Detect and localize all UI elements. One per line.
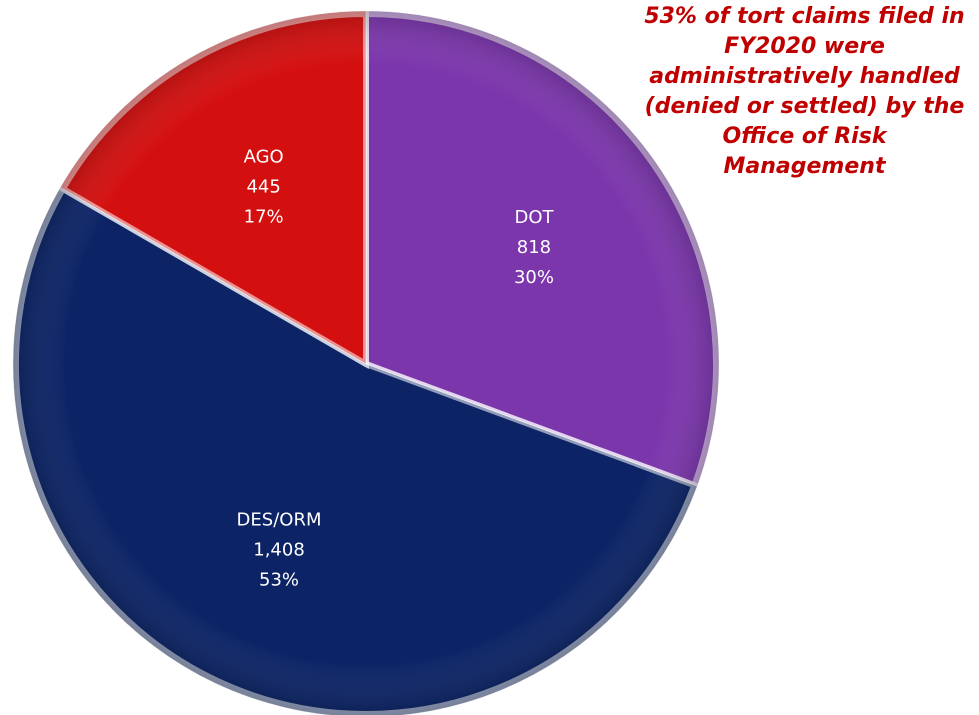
- annotation-line: FY2020 were: [724, 34, 885, 59]
- annotation-text: 53% of tort claims filed in FY2020 were …: [632, 2, 977, 182]
- slice-label-name: AGO: [244, 147, 284, 168]
- slice-label-percent: 30%: [514, 267, 554, 288]
- slice-label-name: DOT: [514, 207, 554, 228]
- annotation-line: (denied or settled) by the: [644, 94, 965, 119]
- annotation-line: 53% of tort claims filed in: [644, 4, 965, 29]
- slice-label-percent: 53%: [259, 569, 299, 590]
- slice-label-name: DES/ORM: [237, 509, 322, 530]
- annotation-line: administratively handled: [649, 64, 960, 89]
- pie-rim-shading: [13, 11, 719, 715]
- slice-label-value: 1,408: [253, 539, 305, 560]
- slice-label-value: 445: [246, 177, 280, 198]
- slice-label-value: 818: [517, 237, 551, 258]
- annotation-line: Office of Risk: [722, 124, 887, 149]
- annotation-line: Management: [723, 154, 886, 179]
- slice-label-percent: 17%: [244, 207, 284, 228]
